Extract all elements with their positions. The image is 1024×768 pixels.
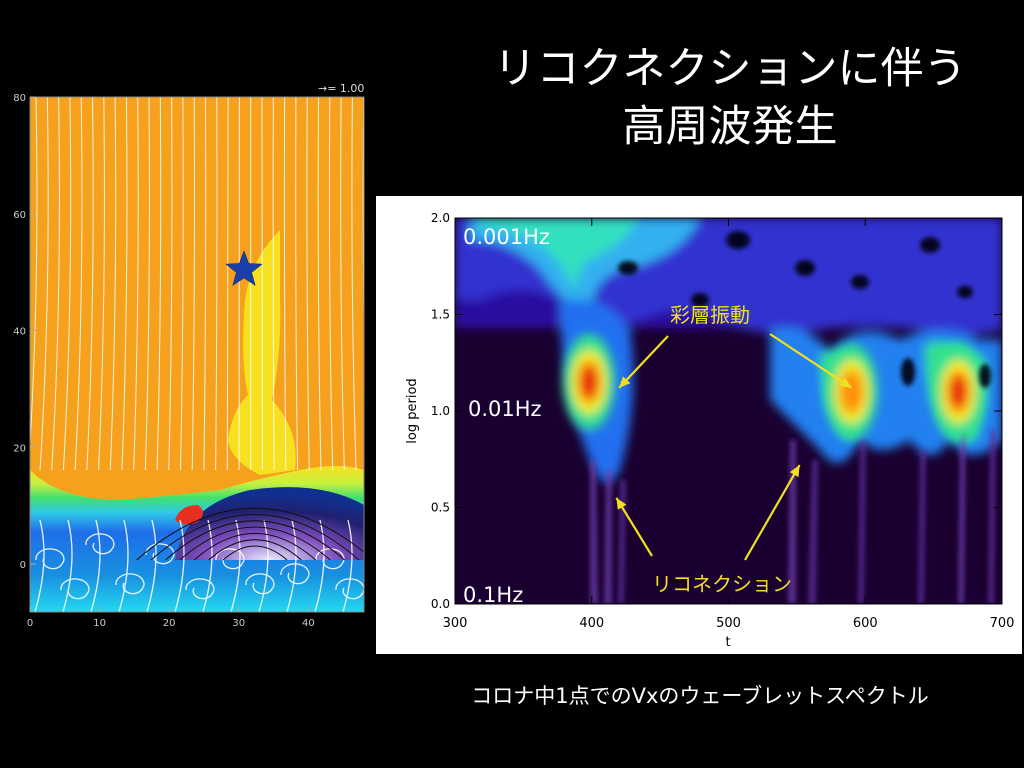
x-tick-label: 600 — [853, 616, 878, 631]
annotation-label: 彩層振動 — [670, 303, 750, 327]
sim-x-tick-label: 20 — [163, 618, 176, 629]
sim-x-tick-label: 40 — [302, 618, 315, 629]
reconnection-dome — [175, 487, 364, 560]
y-tick-label: 0.0 — [431, 597, 450, 611]
x-tick-label: 500 — [716, 616, 741, 631]
sim-y-tick-label: 80 — [13, 93, 26, 104]
dome-field-lines — [136, 507, 364, 561]
sim-x-tick-label: 0 — [27, 618, 33, 629]
simulation-panel: →= 1.00 0 10 20 30 40 0 20 40 60 80 — [13, 82, 365, 629]
dark-cells — [618, 231, 991, 388]
power-peak — [932, 343, 985, 440]
y-tick-label: 0.5 — [431, 501, 450, 515]
annotation-arrow — [769, 333, 853, 389]
turbulent-swirls — [34, 519, 364, 612]
y-tick-label: 1.0 — [431, 404, 450, 418]
sim-y-tick-label: 40 — [13, 327, 26, 338]
frequency-label: 0.01Hz — [468, 397, 542, 421]
annotation-arrow — [744, 464, 801, 561]
x-axis-label: t — [725, 635, 730, 650]
power-peak — [825, 343, 878, 440]
power-peaks — [563, 334, 985, 440]
arrowhead — [839, 377, 852, 388]
period-streaks — [590, 430, 996, 604]
vector-scale-label: →= 1.00 — [318, 82, 364, 95]
sim-y-tick-label: 20 — [13, 443, 26, 454]
frequency-label: 0.1Hz — [463, 583, 523, 607]
annotation-arrow — [615, 497, 653, 557]
star-icon — [225, 250, 263, 286]
y-tick-label: 2.0 — [431, 211, 450, 225]
power-peak — [563, 334, 616, 431]
x-tick-label: 700 — [990, 616, 1015, 631]
slide-title-line2: 高周波発生 — [622, 102, 838, 152]
x-tick-label: 300 — [443, 616, 468, 631]
sim-x-tick-label: 10 — [93, 618, 106, 629]
slide-title: リコクネクションに伴う 高周波発生 — [440, 40, 1020, 156]
x-tick-label: 400 — [579, 616, 604, 631]
y-axis-label: log period — [405, 378, 420, 443]
annotation-label: リコネクション — [652, 572, 792, 596]
annotation-arrow — [618, 335, 669, 389]
slide-title-line1: リコクネクションに伴う — [493, 44, 967, 94]
y-tick-label: 1.5 — [431, 308, 450, 322]
arrowhead — [616, 497, 627, 510]
sim-x-tick-label: 30 — [232, 618, 245, 629]
slide-caption: コロナ中1点でのVxのウェーブレットスペクトル — [471, 684, 929, 708]
sim-y-tick-label: 60 — [13, 210, 26, 221]
arrowhead — [619, 376, 631, 388]
sim-y-tick-label: 0 — [20, 560, 26, 571]
arrowhead — [789, 465, 800, 478]
hot-blob — [175, 505, 203, 525]
frequency-label: 0.001Hz — [463, 225, 550, 249]
wavelet-chart: 300 400 500 600 700 0.0 0.5 1.0 1.5 2.0 t log per… — [376, 196, 1022, 654]
